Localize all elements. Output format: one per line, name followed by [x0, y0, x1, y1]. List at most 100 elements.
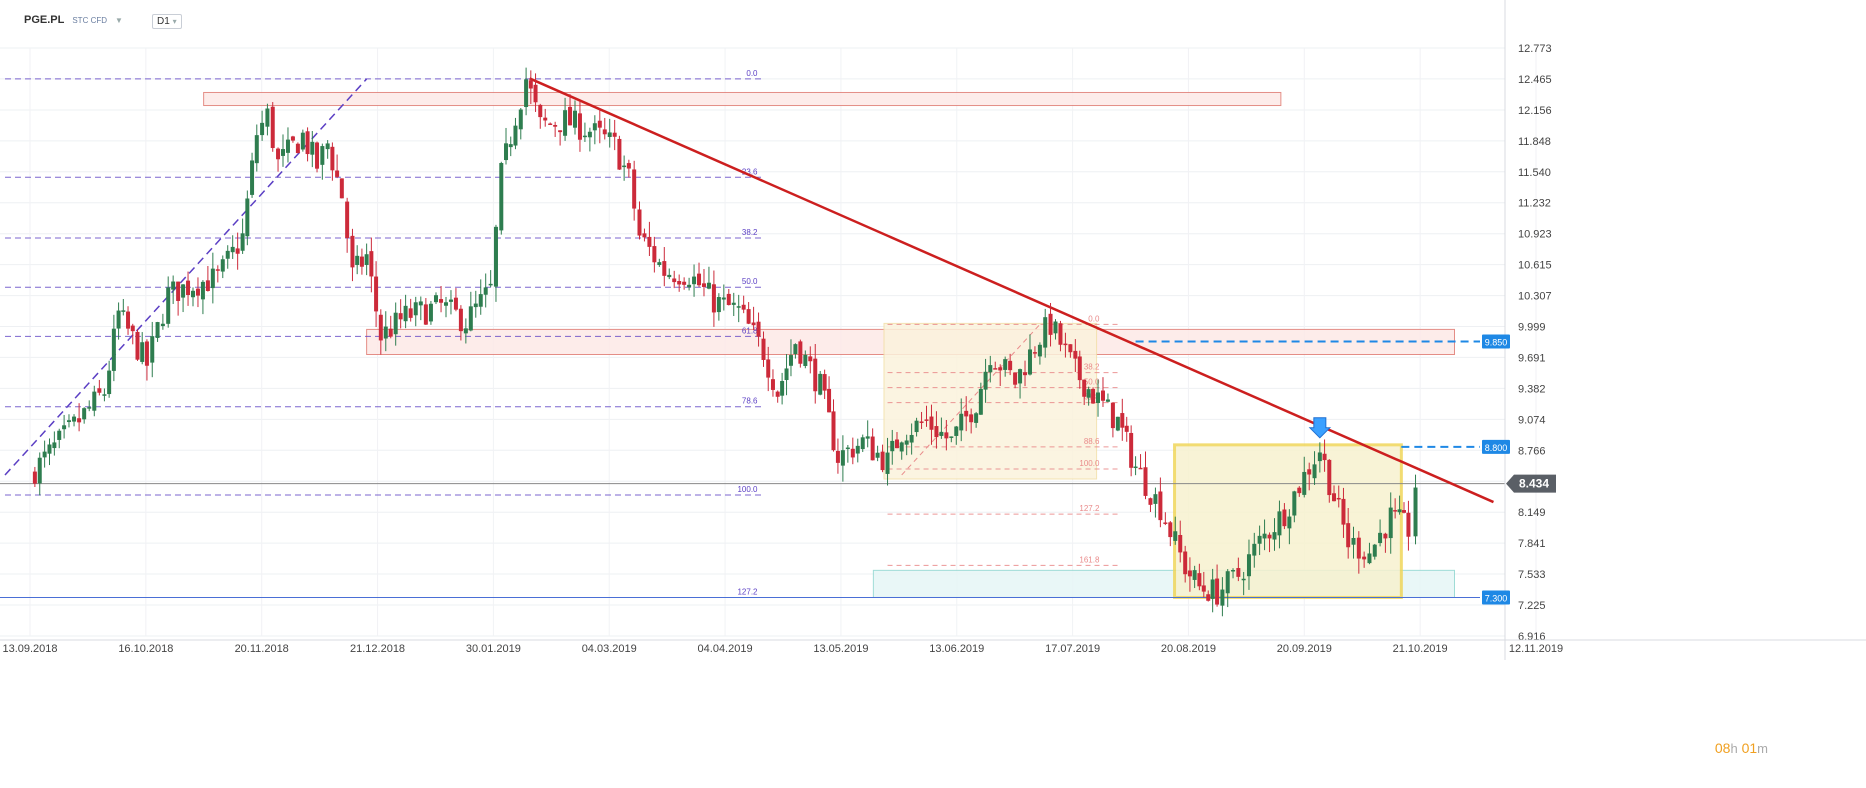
candle-body[interactable]: [488, 283, 493, 286]
candle-body[interactable]: [335, 170, 340, 177]
candle-body[interactable]: [617, 138, 622, 170]
candle-body[interactable]: [463, 328, 468, 334]
candle-body[interactable]: [949, 436, 954, 438]
candle-body[interactable]: [364, 254, 369, 265]
candle-body[interactable]: [761, 338, 766, 360]
candle-body[interactable]: [647, 236, 652, 247]
candle-body[interactable]: [919, 421, 924, 423]
candle-body[interactable]: [413, 302, 418, 316]
candle-body[interactable]: [672, 278, 677, 283]
candle-body[interactable]: [107, 370, 112, 395]
candle-body[interactable]: [1356, 537, 1361, 559]
candle-body[interactable]: [1192, 570, 1197, 580]
candle-body[interactable]: [1133, 466, 1138, 469]
candle-body[interactable]: [478, 294, 483, 307]
candle-body[interactable]: [1302, 471, 1307, 495]
candle-body[interactable]: [116, 310, 121, 329]
candle-body[interactable]: [788, 355, 793, 366]
candle-body[interactable]: [822, 374, 827, 391]
candle-body[interactable]: [150, 336, 155, 363]
candle-body[interactable]: [444, 302, 449, 306]
candle-body[interactable]: [1336, 497, 1341, 500]
candle-body[interactable]: [300, 132, 305, 150]
candle-body[interactable]: [483, 287, 488, 295]
candle-body[interactable]: [418, 301, 423, 306]
candle-body[interactable]: [914, 420, 919, 433]
candle-body[interactable]: [572, 110, 577, 128]
candle-body[interactable]: [1231, 569, 1236, 572]
candle-body[interactable]: [697, 273, 702, 286]
candle-body[interactable]: [350, 235, 355, 268]
candle-body[interactable]: [1341, 498, 1346, 525]
candle-body[interactable]: [978, 388, 983, 415]
candle-body[interactable]: [1082, 379, 1087, 397]
candle-body[interactable]: [144, 341, 149, 366]
candle-body[interactable]: [582, 135, 587, 138]
candle-body[interactable]: [315, 142, 320, 169]
candle-body[interactable]: [508, 144, 513, 148]
candle-body[interactable]: [741, 304, 746, 310]
candle-body[interactable]: [1173, 531, 1178, 541]
candle-body[interactable]: [428, 303, 433, 322]
candle-body[interactable]: [383, 326, 388, 339]
candle-body[interactable]: [1058, 323, 1063, 345]
candle-body[interactable]: [998, 367, 1003, 371]
candle-body[interactable]: [1120, 413, 1125, 428]
candle-body[interactable]: [1153, 494, 1158, 504]
candle-body[interactable]: [37, 457, 42, 484]
symbol-label[interactable]: PGE.PL: [24, 14, 65, 26]
candle-body[interactable]: [166, 287, 171, 324]
candle-body[interactable]: [944, 432, 949, 439]
candle-body[interactable]: [850, 448, 855, 458]
candle-body[interactable]: [711, 284, 716, 313]
candle-body[interactable]: [983, 371, 988, 390]
candle-body[interactable]: [1388, 507, 1393, 539]
candle-body[interactable]: [1225, 571, 1230, 594]
candle-body[interactable]: [250, 160, 255, 195]
candle-body[interactable]: [1003, 359, 1008, 370]
candle-body[interactable]: [553, 124, 558, 127]
candle-body[interactable]: [626, 163, 631, 169]
candle-body[interactable]: [408, 308, 413, 318]
candle-body[interactable]: [191, 290, 196, 298]
candle-body[interactable]: [770, 379, 775, 390]
candle-body[interactable]: [285, 139, 290, 153]
candle-body[interactable]: [82, 408, 87, 420]
candle-body[interactable]: [181, 284, 186, 298]
candle-body[interactable]: [393, 312, 398, 335]
candle-body[interactable]: [751, 322, 756, 326]
candle-body[interactable]: [870, 436, 875, 461]
candle-body[interactable]: [736, 306, 741, 308]
candle-body[interactable]: [1100, 390, 1105, 401]
candle-body[interactable]: [499, 163, 504, 231]
candle-body[interactable]: [62, 425, 67, 430]
candle-body[interactable]: [731, 302, 736, 305]
candle-body[interactable]: [954, 426, 959, 436]
candle-body[interactable]: [493, 226, 498, 287]
candle-body[interactable]: [1163, 522, 1168, 524]
candle-body[interactable]: [793, 344, 798, 355]
candle-body[interactable]: [1292, 491, 1297, 516]
candle-body[interactable]: [533, 84, 538, 103]
candle-body[interactable]: [885, 452, 890, 474]
candle-body[interactable]: [766, 359, 771, 378]
candle-body[interactable]: [276, 148, 281, 160]
candle-body[interactable]: [140, 342, 145, 362]
candle-body[interactable]: [369, 251, 374, 277]
candle-body[interactable]: [176, 281, 181, 301]
candle-body[interactable]: [988, 365, 993, 373]
candle-body[interactable]: [1397, 509, 1402, 513]
candle-body[interactable]: [831, 411, 836, 451]
candle-body[interactable]: [47, 444, 52, 454]
level-price-badge[interactable]: [1482, 439, 1510, 454]
candle-body[interactable]: [528, 80, 533, 89]
candle-body[interactable]: [548, 123, 553, 126]
zone-box[interactable]: [883, 322, 1098, 480]
candle-body[interactable]: [1272, 532, 1277, 540]
candle-body[interactable]: [220, 259, 225, 272]
candle-body[interactable]: [701, 283, 706, 287]
candle-body[interactable]: [1077, 356, 1082, 381]
candle-body[interactable]: [121, 310, 126, 312]
candle-body[interactable]: [1346, 523, 1351, 548]
candle-body[interactable]: [592, 123, 597, 131]
